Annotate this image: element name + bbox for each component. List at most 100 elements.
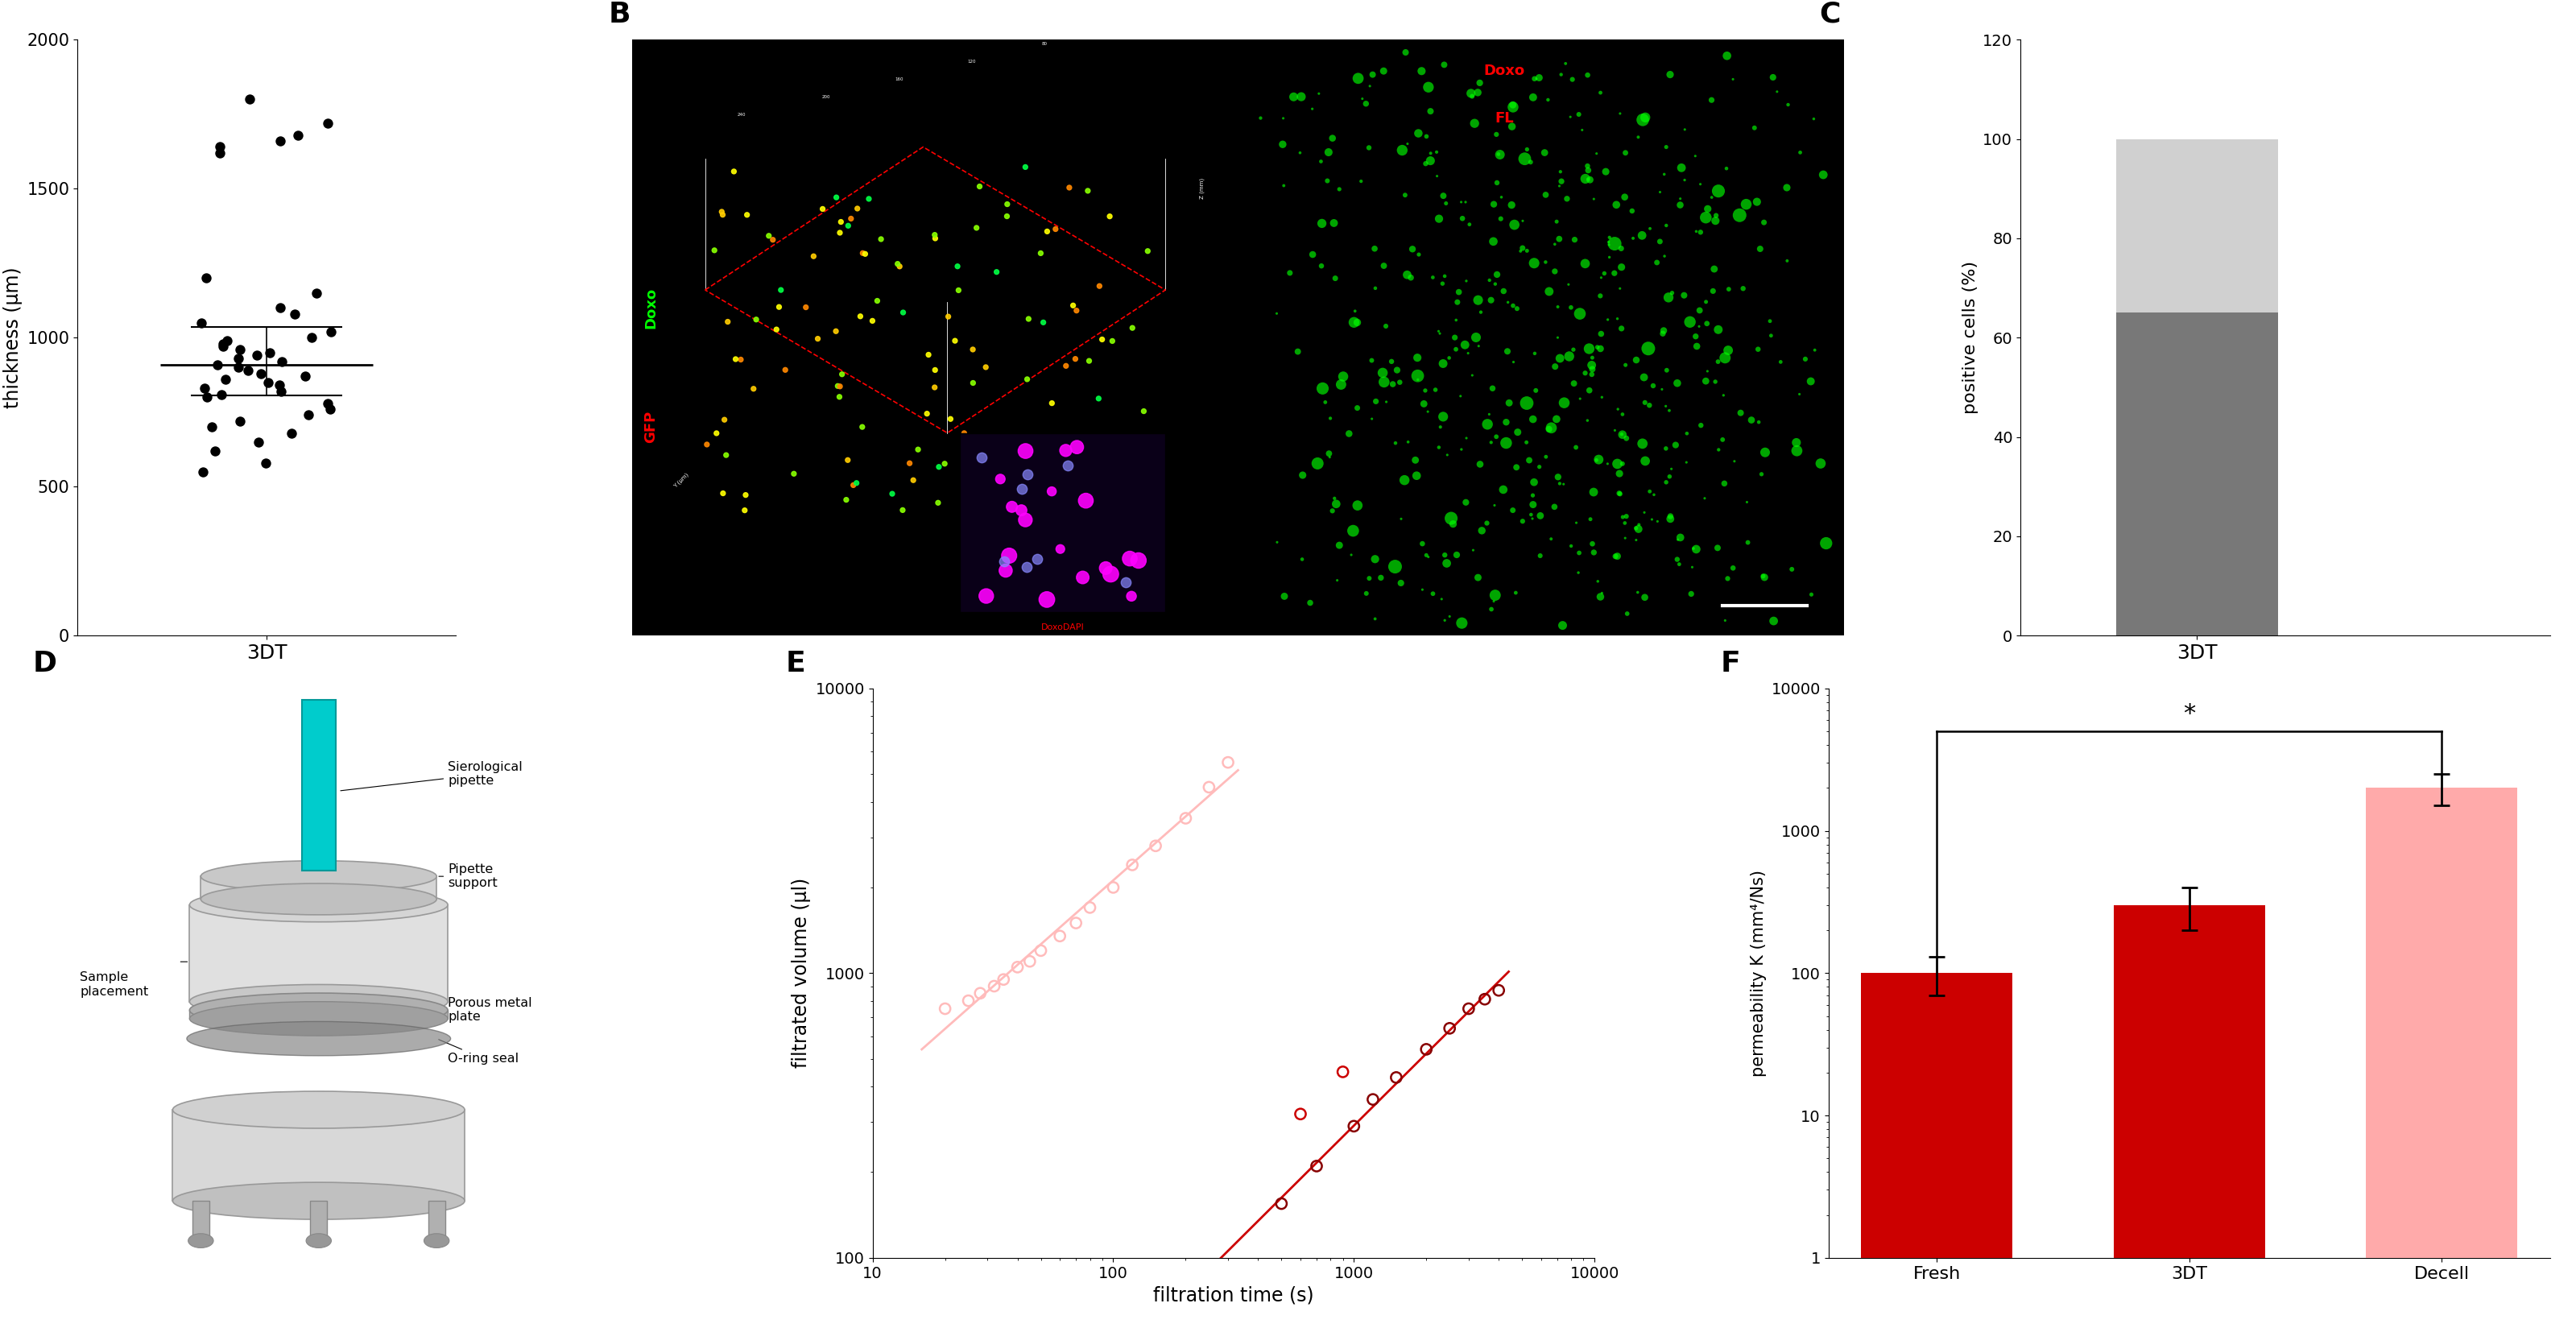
Point	[997, 956, 1038, 977]
Point	[1432, 514, 1473, 535]
Point	[1638, 230, 1680, 252]
Point	[837, 199, 878, 220]
Point	[1352, 1088, 1394, 1110]
Text: E: E	[786, 650, 806, 677]
Point	[1685, 207, 1726, 228]
Point	[1036, 218, 1077, 240]
Point	[1656, 548, 1698, 569]
Point	[1301, 213, 1342, 234]
Point	[1113, 854, 1154, 875]
Point	[1680, 414, 1721, 436]
Point	[1494, 351, 1535, 372]
Point	[1023, 312, 1064, 334]
Point	[703, 483, 744, 504]
Point	[1777, 440, 1819, 461]
Point	[1110, 585, 1151, 606]
Point	[1512, 87, 1553, 109]
Point	[1435, 544, 1476, 565]
Point	[201, 384, 242, 405]
Point	[1486, 412, 1528, 433]
Point	[1378, 372, 1419, 393]
Point	[1543, 474, 1584, 495]
Text: Pipette
support: Pipette support	[438, 863, 497, 890]
Bar	[191, 1010, 448, 1018]
Point	[1726, 193, 1767, 214]
Point	[1448, 998, 1489, 1019]
Point	[1283, 465, 1324, 486]
Point	[258, 375, 299, 396]
Point	[1512, 494, 1553, 515]
Point	[1659, 195, 1700, 216]
Point	[1569, 160, 1610, 181]
Point	[1638, 181, 1680, 203]
Point	[938, 256, 979, 277]
Point	[819, 376, 860, 397]
Point	[966, 356, 1007, 377]
Point	[1558, 563, 1600, 584]
Point	[1726, 491, 1767, 512]
Point	[1257, 303, 1298, 324]
Point	[1453, 113, 1494, 134]
Point	[1595, 545, 1636, 567]
Point	[1471, 377, 1512, 399]
Point	[1736, 191, 1777, 212]
Point	[1528, 281, 1569, 302]
Point	[1705, 610, 1747, 632]
Point	[1515, 69, 1556, 90]
Point	[1443, 208, 1484, 229]
Point	[1605, 428, 1646, 449]
Point	[1512, 508, 1553, 530]
Text: DoxoDAPI: DoxoDAPI	[1041, 624, 1084, 632]
Point	[1579, 449, 1620, 470]
Point	[1579, 285, 1620, 306]
Point	[1525, 446, 1566, 467]
Point	[961, 463, 1002, 485]
Point	[1664, 119, 1705, 140]
Point	[1373, 373, 1414, 395]
Point	[1597, 399, 1638, 420]
Point	[1306, 171, 1347, 192]
Point	[822, 364, 863, 385]
Point	[1430, 1018, 1471, 1039]
Point	[273, 303, 314, 324]
Point	[1564, 168, 1605, 189]
Point	[1512, 409, 1553, 430]
Point	[1785, 348, 1826, 369]
Point	[1507, 240, 1548, 261]
Point	[1391, 238, 1432, 260]
Point	[1649, 400, 1690, 421]
Point	[1649, 506, 1690, 527]
Point	[1643, 164, 1685, 185]
Point	[1643, 245, 1685, 266]
Text: 200: 200	[822, 95, 829, 99]
Point	[881, 499, 922, 520]
Point	[1041, 539, 1082, 560]
Point	[1458, 290, 1499, 311]
Point	[1736, 339, 1777, 360]
Point	[917, 493, 958, 514]
Point	[1571, 534, 1613, 555]
Point	[734, 379, 775, 400]
Point	[1419, 417, 1461, 438]
Point	[1662, 158, 1703, 179]
Point	[1569, 508, 1610, 530]
Point	[1558, 303, 1600, 324]
Point	[1731, 409, 1772, 430]
Point	[260, 298, 301, 319]
Point	[1466, 512, 1507, 534]
Bar	[428, 1201, 446, 1241]
Point	[1406, 126, 1448, 147]
Point	[987, 193, 1028, 214]
Point	[198, 143, 240, 164]
Point	[1136, 835, 1177, 857]
Point	[1535, 356, 1577, 377]
Text: Doxo: Doxo	[1484, 64, 1525, 78]
Point	[1587, 308, 1628, 330]
Point	[1605, 187, 1646, 208]
Point	[1579, 587, 1620, 608]
Point	[270, 422, 312, 444]
Point	[1623, 502, 1664, 523]
Point	[693, 240, 734, 261]
Point	[1497, 457, 1538, 478]
Point	[1540, 162, 1582, 183]
